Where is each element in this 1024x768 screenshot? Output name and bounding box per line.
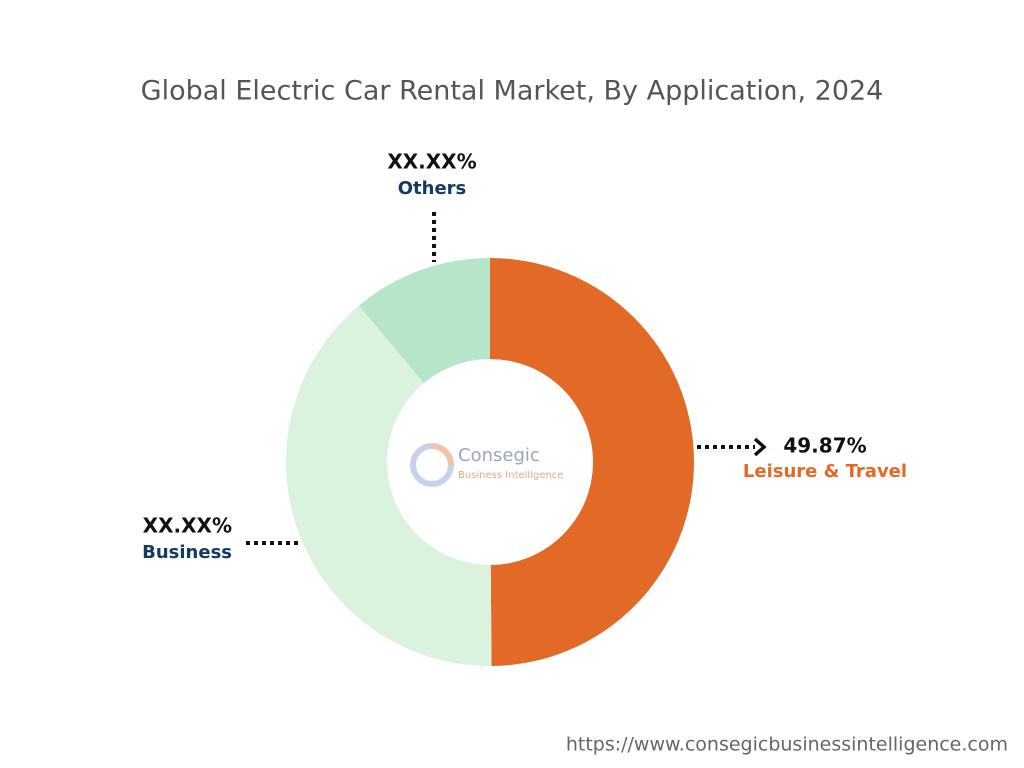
watermark-name: Consegic xyxy=(458,445,540,466)
donut-slice xyxy=(285,305,492,667)
category-label: Others xyxy=(398,178,467,199)
category-label: Leisure & Travel xyxy=(743,461,907,482)
chart-title: Global Electric Car Rental Market, By Ap… xyxy=(141,76,884,107)
category-label: Business xyxy=(142,542,232,563)
data-label: XX.XX% xyxy=(143,514,232,538)
donut-slice xyxy=(358,258,490,384)
logo-accent xyxy=(431,443,454,466)
donut-slice xyxy=(490,258,695,666)
watermark-tagline: Business Intelligence xyxy=(458,470,563,481)
leader-arrow xyxy=(753,437,767,457)
data-label: 49.87% xyxy=(783,434,866,458)
source-url: https://www.consegicbusinessintelligence… xyxy=(566,734,1008,756)
data-label: XX.XX% xyxy=(387,150,476,174)
